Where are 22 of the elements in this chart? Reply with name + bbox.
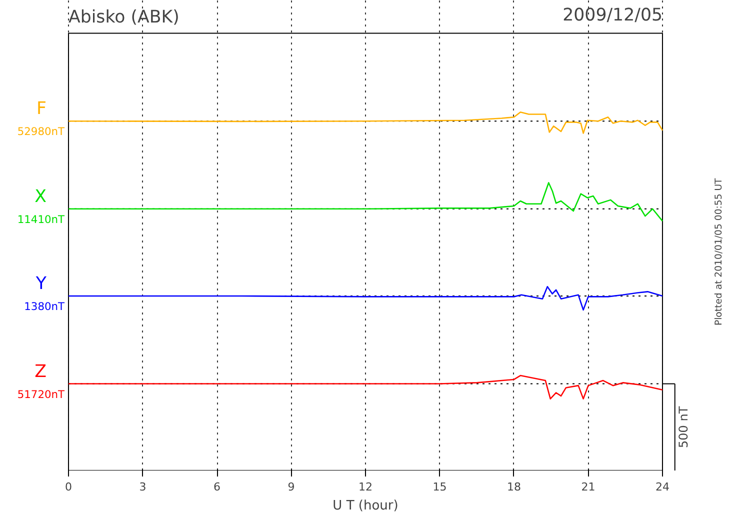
series-label: Z [34,362,47,382]
x-tick-label: 9 [288,480,295,494]
x-tick-label: 6 [214,480,221,494]
series-label: Y [34,274,47,294]
ref-line-label: 52980nT [17,125,65,138]
ref-line-label: 51720nT [17,388,65,401]
x-tick-label: 15 [432,480,447,494]
x-tick-label: 18 [506,480,521,494]
x-tick-label: 12 [358,480,372,494]
text: Plotted at 2010/01/05 00:55 UT [713,178,724,326]
x-tick-label: 21 [581,480,596,494]
ref-line-label: 11410nT [17,212,65,226]
series-label: F [36,99,47,120]
x-tick-label: 0 [65,480,72,494]
chart-subtitle: 2009/12/05 [562,5,662,26]
text: 500 nT [676,406,690,448]
x-tick-label: 3 [139,480,146,494]
ref-line-label: 1380nT [24,300,65,313]
x-axis-title: U T (hour) [332,498,398,514]
series-label: X [34,186,47,207]
chart-title: Abisko (ABK) [68,7,180,28]
x-tick-label: 24 [655,480,670,494]
